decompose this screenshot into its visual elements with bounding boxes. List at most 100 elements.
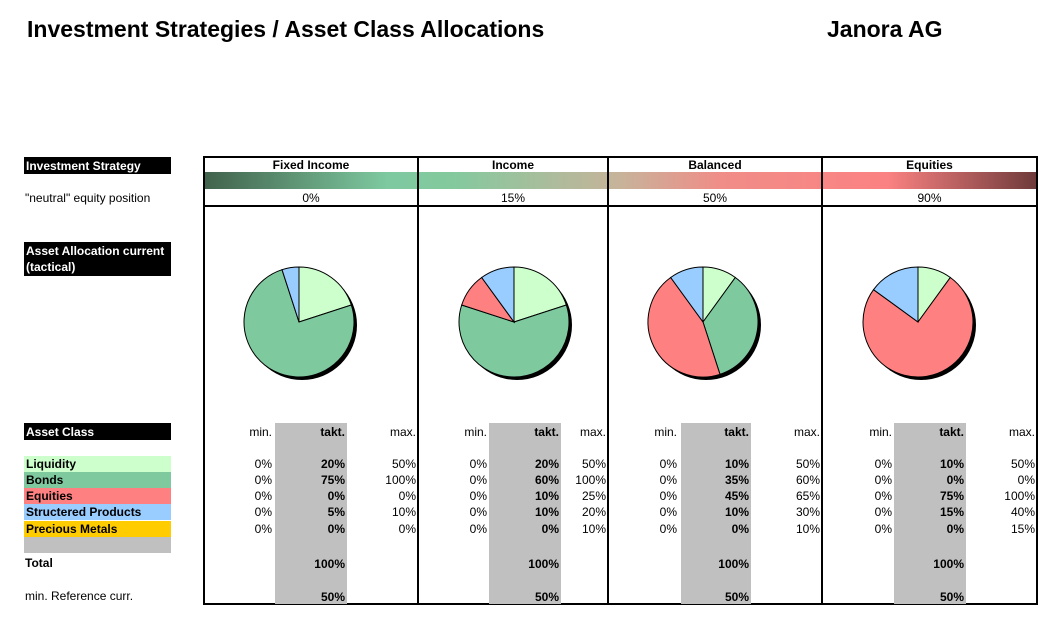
asset-class-label: Asset Class (24, 423, 171, 440)
pie-chart-3 (647, 266, 761, 380)
cell-takt: 10% (534, 489, 559, 503)
asset-allocation-label: Asset Allocation current (tactical) (24, 242, 171, 276)
cell-takt: 0% (731, 522, 749, 536)
cell-min: 0% (874, 457, 892, 471)
cell-min: 0% (659, 457, 677, 471)
cell-max: 0% (398, 489, 416, 503)
cell-total: 100% (314, 557, 345, 571)
cell-takt: 0% (327, 489, 345, 503)
cell-min: 0% (254, 522, 272, 536)
takt-column-equities (894, 423, 966, 604)
neutral-balanced: 50% (702, 191, 728, 205)
cell-takt: 0% (541, 522, 559, 536)
cell-max: 20% (581, 505, 606, 519)
table-right-border (1036, 156, 1038, 605)
subheader-min: min. (654, 425, 677, 439)
strategy-header-income: Income (491, 158, 534, 172)
table-left-border (203, 156, 205, 605)
table-divider-3 (821, 156, 823, 605)
cell-min: 0% (874, 505, 892, 519)
subheader-takt: takt. (534, 425, 559, 439)
subheader-max: max. (389, 425, 416, 439)
asset-class-bonds: Bonds (24, 472, 171, 488)
strategy-header-equities: Equities (906, 158, 953, 172)
cell-takt: 10% (724, 457, 749, 471)
cell-min: 0% (254, 457, 272, 471)
strategy-header-fixed-income: Fixed Income (272, 158, 350, 172)
cell-max: 100% (1004, 489, 1035, 503)
pie-chart-1 (243, 266, 357, 380)
subheader-max: max. (1008, 425, 1035, 439)
cell-takt: 60% (534, 473, 559, 487)
cell-takt: 0% (327, 522, 345, 536)
cell-min: 0% (254, 505, 272, 519)
cell-ref-curr: 50% (320, 590, 345, 604)
cell-max: 50% (795, 457, 820, 471)
cell-max: 50% (1010, 457, 1035, 471)
table-top-border (203, 156, 1038, 158)
cell-min: 0% (254, 473, 272, 487)
cell-ref-curr: 50% (939, 590, 964, 604)
cell-total: 100% (718, 557, 749, 571)
asset-class-blank-row (24, 537, 171, 553)
strategy-gradient-bar (204, 172, 1037, 189)
cell-takt: 35% (724, 473, 749, 487)
ref-curr-label: min. Reference curr. (25, 589, 134, 603)
subheader-takt: takt. (939, 425, 964, 439)
cell-max: 0% (1017, 473, 1035, 487)
cell-min: 0% (469, 457, 487, 471)
subheader-takt: takt. (724, 425, 749, 439)
cell-total: 100% (528, 557, 559, 571)
takt-column-income (489, 423, 561, 604)
cell-total: 100% (933, 557, 964, 571)
neutral-equity-label: "neutral" equity position (25, 191, 151, 205)
page-title: Investment Strategies / Asset Class Allo… (27, 16, 545, 42)
pie-slice-bonds (702, 276, 759, 375)
subheader-takt: takt. (320, 425, 345, 439)
subheader-min: min. (249, 425, 272, 439)
cell-min: 0% (659, 522, 677, 536)
asset-class-structured: Structered Products (24, 504, 171, 520)
pie-chart-2 (458, 266, 572, 380)
neutral-fixed-income: 0% (302, 191, 320, 205)
pie-slice-liquidity (298, 266, 352, 323)
subheader-min: min. (464, 425, 487, 439)
cell-max: 40% (1010, 505, 1035, 519)
cell-max: 30% (795, 505, 820, 519)
cell-min: 0% (659, 473, 677, 487)
cell-min: 0% (874, 522, 892, 536)
subheader-min: min. (869, 425, 892, 439)
cell-min: 0% (659, 489, 677, 503)
takt-column-balanced (681, 423, 751, 604)
cell-takt: 0% (946, 522, 964, 536)
cell-min: 0% (874, 489, 892, 503)
cell-takt: 15% (939, 505, 964, 519)
cell-min: 0% (469, 505, 487, 519)
table-neutral-border (203, 205, 1038, 207)
cell-min: 0% (659, 505, 677, 519)
cell-max: 100% (385, 473, 416, 487)
cell-min: 0% (254, 489, 272, 503)
investment-strategy-label: Investment Strategy (24, 157, 171, 174)
cell-ref-curr: 50% (534, 590, 559, 604)
cell-takt: 20% (534, 457, 559, 471)
cell-min: 0% (874, 473, 892, 487)
cell-max: 10% (391, 505, 416, 519)
cell-takt: 45% (724, 489, 749, 503)
pie-slice-structered-products (872, 266, 919, 323)
cell-max: 50% (581, 457, 606, 471)
cell-min: 0% (469, 489, 487, 503)
asset-class-equities: Equities (24, 488, 171, 504)
pie-slice-liquidity (513, 266, 567, 323)
cell-max: 60% (795, 473, 820, 487)
pie-slice-bonds (243, 269, 355, 378)
company-name: Janora AG (827, 16, 943, 42)
pie-slice-structered-products (281, 266, 300, 323)
cell-takt: 5% (327, 505, 345, 519)
table-bottom-border (203, 603, 1038, 605)
cell-takt: 10% (724, 505, 749, 519)
cell-max: 50% (391, 457, 416, 471)
pie-slice-structered-products (669, 266, 704, 324)
cell-takt: 20% (320, 457, 345, 471)
